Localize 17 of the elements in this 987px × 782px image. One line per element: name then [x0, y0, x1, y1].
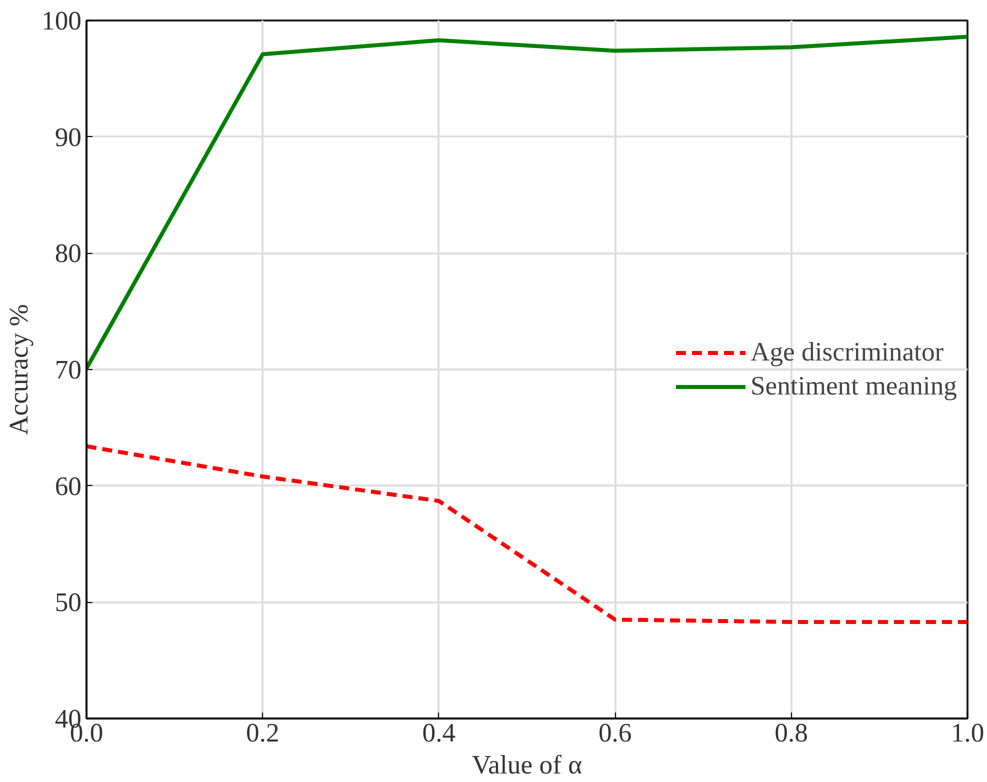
line-series	[86, 34, 968, 370]
x-tick-label: 0.8	[774, 718, 808, 748]
y-tick-label: 70	[54, 354, 82, 384]
legend-label: Sentiment meaning	[750, 370, 957, 402]
y-axis-title: Accuracy %	[4, 304, 34, 435]
y-tick-label: 50	[54, 587, 82, 618]
y-tick-label: 60	[54, 470, 82, 501]
x-axis-title: Value of α	[472, 750, 582, 780]
x-tick-label: 1.0	[950, 718, 984, 748]
legend-label: Age discriminator	[750, 336, 944, 368]
x-tick-label: 0.2	[246, 718, 280, 748]
y-tick-label: 100	[42, 6, 82, 36]
x-tick-label: 0.6	[598, 718, 632, 748]
line-series	[86, 444, 968, 624]
x-tick-label: 0.4	[422, 718, 456, 748]
y-tick-label: 80	[54, 238, 82, 268]
y-tick-label: 90	[54, 122, 82, 152]
